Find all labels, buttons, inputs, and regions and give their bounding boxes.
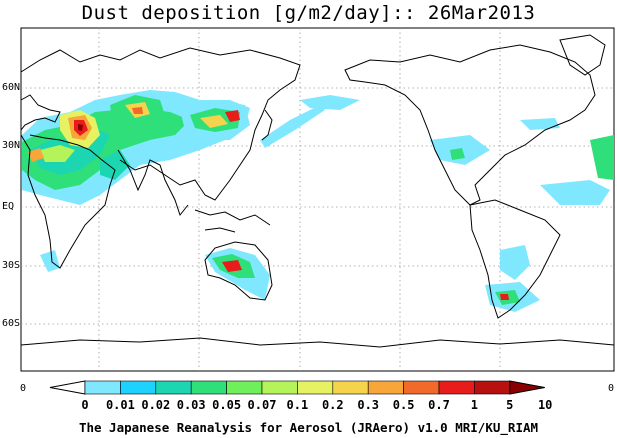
- colorbar-arrow-right: [509, 380, 545, 395]
- colorbar-bin: [367, 380, 404, 395]
- colorbar-bin: [332, 380, 369, 395]
- colorbar-arrow-left: [49, 380, 86, 395]
- colorbar-tick-label: 0.1: [286, 398, 309, 412]
- colorbar-tick-label: 0.05: [212, 398, 242, 412]
- lat-label-60n: 60N: [2, 82, 21, 93]
- colorbar-tick-label: 10: [537, 398, 553, 412]
- dust-shading: [22, 90, 614, 312]
- colorbar-bin: [120, 380, 157, 395]
- lat-label-eq: EQ: [2, 201, 15, 212]
- colorbar-bin: [474, 380, 511, 395]
- colorbar-tick-label: 0.2: [321, 398, 344, 412]
- colorbar-tick-label: 0.03: [176, 398, 206, 412]
- lat-label-30s: 30S: [2, 260, 21, 271]
- colorbar-bin: [438, 380, 475, 395]
- grid-lines: [21, 28, 614, 371]
- axis-min-left: 0: [20, 383, 27, 394]
- colorbar-tick-label: 0.7: [428, 398, 450, 412]
- axis-min-right: 0: [608, 383, 615, 394]
- colorbar-bin: [84, 380, 121, 395]
- colorbar-tick-label: 0.07: [247, 398, 277, 412]
- colorbar-tick-label: 0.02: [141, 398, 171, 412]
- colorbar-tick-label: 1: [470, 398, 479, 412]
- colorbar-tick-label: 5: [506, 398, 514, 412]
- colorbar-tick-label: 0: [81, 398, 89, 412]
- colorbar-tick-label: 0.5: [392, 398, 415, 412]
- colorbar-bin: [226, 380, 263, 395]
- coastlines: [20, 34, 615, 348]
- colorbar-tick-label: 0.01: [105, 398, 135, 412]
- colorbar-bin: [190, 380, 227, 395]
- lat-label-30n: 30N: [2, 140, 21, 151]
- map-title: Dust deposition [g/m2/day]:: 26Mar2013: [81, 2, 536, 24]
- colorbar-bin: [403, 380, 440, 395]
- colorbar-bin: [297, 380, 334, 395]
- colorbar-bin: [155, 380, 192, 395]
- colorbar: [49, 380, 545, 395]
- credit-line: The Japanese Reanalysis for Aerosol (JRA…: [78, 420, 539, 435]
- colorbar-bin: [261, 380, 298, 395]
- lat-label-60s: 60S: [2, 318, 21, 329]
- map-frame: [20, 27, 615, 372]
- colorbar-tick-label: 0.3: [357, 398, 380, 412]
